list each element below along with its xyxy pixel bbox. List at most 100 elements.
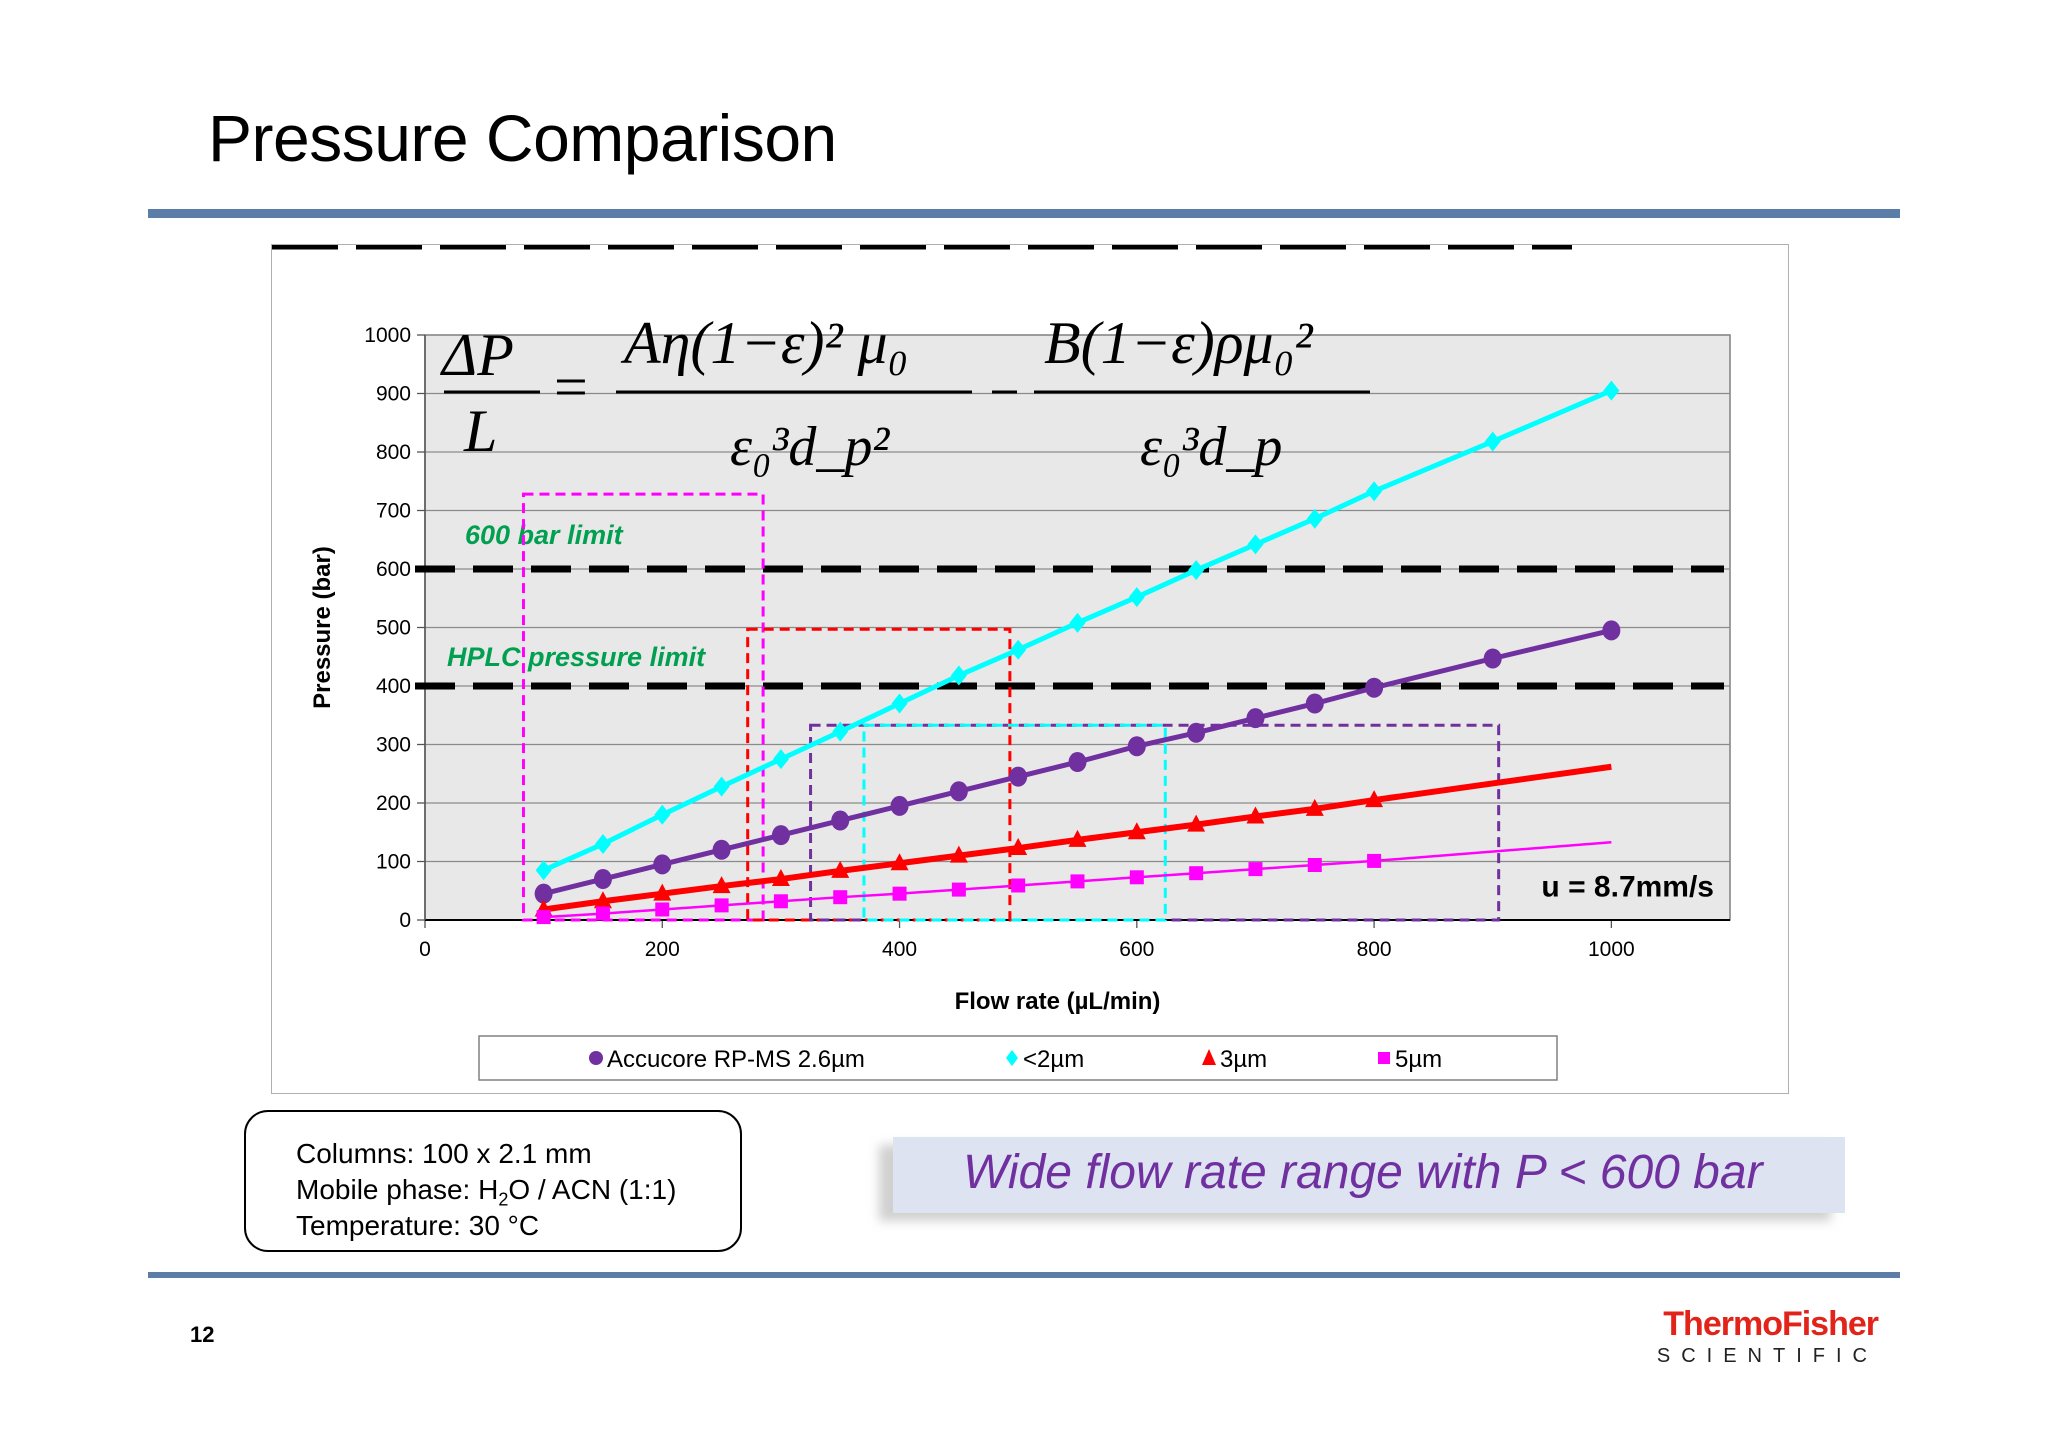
marker-diamond (594, 833, 611, 854)
marker-circle (712, 839, 731, 860)
thermo-fisher-logo: ThermoFisher SCIENTIFIC (1638, 1305, 1879, 1367)
legend-label: 5µm (1395, 1046, 1442, 1073)
chart-frame: 0 100 200 300 400 500 600 700 800 900 1000 0 200 400 6… (271, 244, 1789, 1094)
marker-circle (593, 869, 612, 890)
marker-triangle (1365, 790, 1384, 808)
marker-circle (890, 795, 909, 816)
y-tick-label: 600 (376, 558, 411, 581)
marker-circle (1602, 620, 1621, 641)
marker-circle (1365, 677, 1384, 698)
bottom-rule (148, 1272, 1900, 1278)
marker-triangle (593, 891, 612, 909)
equation-term1-num: Aη(1−ε)² μ₀ (620, 310, 908, 376)
x-tick-label: 0 (419, 938, 431, 961)
marker-diamond (535, 860, 552, 881)
marker-triangle (831, 860, 850, 878)
marker-diamond (832, 721, 849, 742)
marker-diamond (1069, 612, 1086, 633)
label-600-bar-limit: 600 bar limit (465, 520, 624, 550)
y-tick-label: 900 (376, 383, 411, 406)
marker-triangle (890, 853, 909, 871)
marker-circle (1246, 708, 1265, 729)
series-line (543, 763, 1612, 913)
marker-square (1248, 862, 1263, 877)
y-tick-label: 700 (376, 500, 411, 523)
marker-triangle (1009, 838, 1028, 856)
marker-diamond (1188, 560, 1205, 581)
marker-circle (1483, 648, 1502, 669)
velocity-annotation: u = 8.7mm/s (1541, 870, 1714, 903)
marker-circle (949, 781, 968, 802)
legend-label: Accucore RP-MS 2.6µm (607, 1046, 865, 1073)
marker-diamond (891, 693, 908, 714)
marker-diamond (772, 749, 789, 770)
legend-marker (1006, 1050, 1018, 1066)
marker-square (655, 902, 670, 917)
marker-diamond (1366, 481, 1383, 502)
range-box (862, 723, 1167, 922)
page-number: 12 (190, 1322, 215, 1347)
logo-sub: SCIENTIFIC (1656, 1345, 1878, 1367)
marker-circle (1068, 752, 1087, 773)
legend-marker (1202, 1049, 1216, 1065)
marker-square (773, 894, 788, 909)
y-axis-label: Pressure (bar) (309, 546, 336, 709)
columns-text: Columns: 100 x 2.1 mm (296, 1138, 592, 1169)
y-tick-label: 500 (376, 617, 411, 640)
equation-term1-den: ε₀³d_p² (730, 416, 890, 478)
y-tick-label: 200 (376, 792, 411, 815)
x-tick-label: 800 (1357, 938, 1392, 961)
marker-square (1307, 858, 1322, 873)
x-tick-label: 600 (1119, 938, 1154, 961)
marker-triangle (712, 876, 731, 894)
marker-square (536, 910, 551, 925)
marker-square (1189, 866, 1204, 881)
marker-circle (1187, 722, 1206, 743)
y-tick-label: 300 (376, 734, 411, 757)
y-tick-label: 100 (376, 851, 411, 874)
marker-circle (771, 825, 790, 846)
marker-diamond (654, 804, 671, 825)
x-axis-label: Flow rate (µL/min) (955, 988, 1161, 1015)
slide-title: Pressure Comparison (208, 101, 837, 175)
marker-triangle (1305, 798, 1324, 816)
y-tick-label: 1000 (364, 324, 411, 347)
marker-square (1070, 874, 1085, 889)
marker-diamond (1128, 587, 1145, 608)
marker-triangle (653, 883, 672, 901)
marker-diamond (1247, 534, 1264, 555)
legend-label: 3µm (1220, 1046, 1267, 1073)
legend-marker (589, 1051, 603, 1065)
y-tick-label: 800 (376, 441, 411, 464)
callout-banner: Wide flow rate range with P < 600 bar (893, 1137, 1845, 1213)
y-tick-label: 400 (376, 675, 411, 698)
temperature-text: Temperature: 30 °C (296, 1210, 540, 1241)
marker-square (1367, 853, 1382, 868)
marker-diamond (713, 776, 730, 797)
marker-circle (534, 883, 553, 904)
equation-lhs-num: ΔP (440, 322, 514, 388)
marker-square (595, 906, 610, 921)
marker-square (1011, 878, 1026, 893)
marker-circle (1127, 736, 1146, 757)
equation-term2-den: ε₀³d_p (1140, 416, 1282, 478)
marker-square (1129, 870, 1144, 885)
marker-circle (1009, 766, 1028, 787)
callout-text: Wide flow rate range with P < 600 bar (963, 1146, 1763, 1199)
conditions-box: Columns: 100 x 2.1 mm Mobile phase: H2O … (244, 1110, 742, 1252)
top-rule (148, 209, 1900, 218)
series-line (543, 840, 1612, 919)
pressure-chart: 0 100 200 300 400 500 600 700 800 900 1000 0 200 400 6… (272, 245, 1731, 1081)
marker-triangle (771, 869, 790, 887)
equation-equals: = (554, 354, 588, 420)
marker-square (951, 882, 966, 897)
marker-diamond (1484, 431, 1501, 452)
x-tick-label: 1000 (1588, 938, 1635, 961)
x-tick-label: 200 (645, 938, 680, 961)
y-tick-label: 0 (399, 909, 411, 932)
marker-circle (1305, 693, 1324, 714)
equation-term2-num: B(1−ε)ρμ₀² (1044, 310, 1314, 376)
marker-square (714, 898, 729, 913)
marker-triangle (1246, 806, 1265, 824)
marker-triangle (1068, 829, 1087, 847)
